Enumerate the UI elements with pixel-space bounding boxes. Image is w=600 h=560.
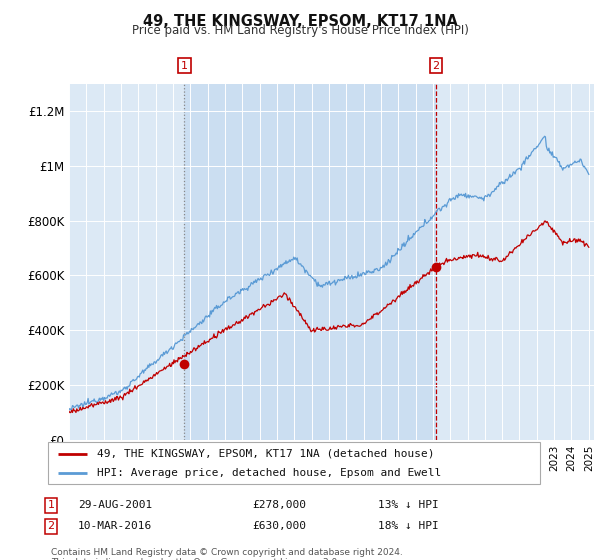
Text: 10-MAR-2016: 10-MAR-2016: [78, 521, 152, 531]
Text: 1: 1: [47, 500, 55, 510]
Text: 18% ↓ HPI: 18% ↓ HPI: [378, 521, 439, 531]
FancyBboxPatch shape: [48, 442, 540, 484]
Text: 29-AUG-2001: 29-AUG-2001: [78, 500, 152, 510]
Text: £278,000: £278,000: [252, 500, 306, 510]
Text: HPI: Average price, detached house, Epsom and Ewell: HPI: Average price, detached house, Epso…: [97, 468, 442, 478]
Text: £630,000: £630,000: [252, 521, 306, 531]
Text: 2: 2: [47, 521, 55, 531]
Text: 2: 2: [433, 60, 440, 71]
Text: 49, THE KINGSWAY, EPSOM, KT17 1NA (detached house): 49, THE KINGSWAY, EPSOM, KT17 1NA (detac…: [97, 449, 434, 459]
Text: 1: 1: [181, 60, 188, 71]
Text: 49, THE KINGSWAY, EPSOM, KT17 1NA: 49, THE KINGSWAY, EPSOM, KT17 1NA: [143, 14, 457, 29]
Text: 13% ↓ HPI: 13% ↓ HPI: [378, 500, 439, 510]
Text: Contains HM Land Registry data © Crown copyright and database right 2024.
This d: Contains HM Land Registry data © Crown c…: [51, 548, 403, 560]
Text: Price paid vs. HM Land Registry's House Price Index (HPI): Price paid vs. HM Land Registry's House …: [131, 24, 469, 37]
Bar: [184, 84, 436, 440]
